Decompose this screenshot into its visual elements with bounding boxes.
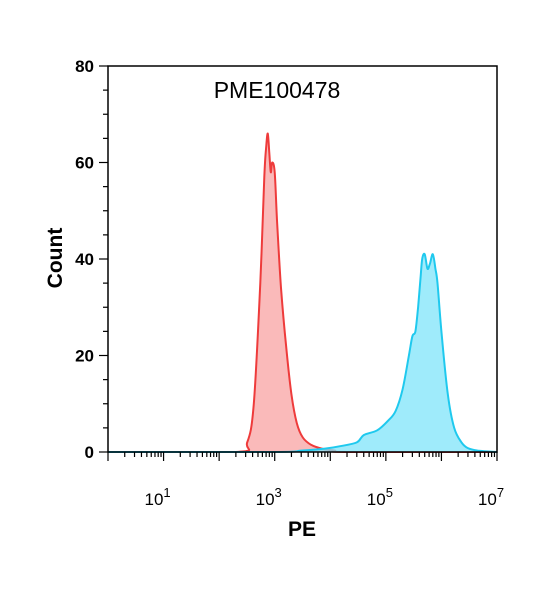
x-tick-label: 101 xyxy=(144,485,170,509)
y-axis-title: Count xyxy=(44,228,67,289)
series-2 xyxy=(108,252,498,454)
x-tick-label: 105 xyxy=(367,485,393,509)
x-tick-exponent: 3 xyxy=(275,485,282,500)
x-axis-title: PE xyxy=(288,518,316,541)
x-tick-base: 10 xyxy=(256,490,275,509)
series-layer xyxy=(108,132,498,454)
y-tick-label: 80 xyxy=(75,57,94,76)
x-tick-exponent: 5 xyxy=(386,485,393,500)
x-tick-label: 107 xyxy=(478,485,504,509)
y-tick-label: 60 xyxy=(75,154,94,173)
x-tick-base: 10 xyxy=(367,490,386,509)
series-2-area xyxy=(108,253,497,452)
series-1-outline xyxy=(108,132,497,454)
x-tick-exponent: 7 xyxy=(497,485,504,500)
x-tick-label: 103 xyxy=(256,485,282,509)
y-tick-label: 20 xyxy=(75,347,94,366)
series-2-outline xyxy=(108,252,498,454)
x-tick-exponent: 1 xyxy=(163,485,170,500)
series-1 xyxy=(108,132,497,454)
y-tick-label: 0 xyxy=(85,443,94,462)
chart-title: PME100478 xyxy=(214,77,341,103)
x-tick-base: 10 xyxy=(144,490,163,509)
y-tick-label: 40 xyxy=(75,250,94,269)
x-tick-base: 10 xyxy=(478,490,497,509)
